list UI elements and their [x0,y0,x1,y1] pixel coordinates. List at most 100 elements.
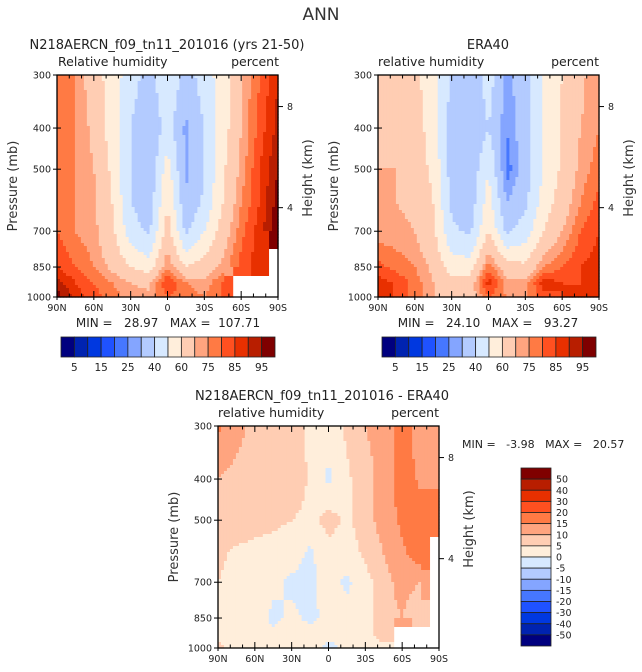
contour-cell [212,234,216,238]
contour-cell [251,186,255,190]
contour-cell [203,255,207,259]
contour-cell [200,195,204,199]
contour-cell [233,102,237,106]
contour-cell [212,252,216,256]
contour-cell [275,240,279,244]
contour-cell [248,102,252,106]
contour-cell [239,138,243,142]
contour-cell [116,207,121,211]
contour-cell [218,126,222,130]
contour-cell [161,234,166,238]
contour-cell [176,132,181,136]
contour-cell [197,153,201,157]
contour-cell [92,153,97,157]
contour-cell [275,264,279,268]
contour-cell [239,123,243,127]
contour-cell [200,255,204,259]
contour-cell [209,270,213,274]
contour-cell [167,156,172,160]
contour-cell [110,255,115,259]
contour-cell [143,201,148,205]
contour-cell [269,219,273,223]
contour-cell [149,216,154,220]
contour-cell [215,171,219,175]
contour-cell [236,129,240,133]
contour-cell [197,126,201,130]
contour-cell [140,165,145,169]
contour-cell [203,240,207,244]
contour-cell [134,150,139,154]
contour-cell [272,261,276,265]
contour-cell [140,261,145,265]
contour-cell [260,261,264,265]
contour-cell [131,141,136,145]
contour-cell [227,84,231,88]
contour-cell [230,204,234,208]
contour-cell [134,222,139,226]
contour-cell [248,270,252,274]
contour-cell [236,102,240,106]
contour-cell [131,87,136,91]
contour-cell [260,219,264,223]
contour-cell [212,144,216,148]
contour-cell [176,135,181,139]
contour-cell [245,192,249,196]
contour-cell [179,261,184,265]
contour-cell [266,153,270,157]
contour-cell [140,276,145,280]
contour-cell [119,99,124,103]
contour-cell [155,198,160,202]
contour-cell [104,198,109,202]
contour-cell [221,237,225,241]
contour-cell [113,234,118,238]
contour-cell [224,135,228,139]
contour-cell [110,114,115,118]
contour-cell [257,252,261,256]
contour-cell [179,255,184,259]
contour-cell [119,96,124,100]
contour-cell [275,168,279,172]
contour-cell [155,252,160,256]
contour-cell [254,87,258,91]
contour-cell [170,150,175,154]
contour-cell [149,135,154,139]
contour-cell [80,243,85,247]
contour-cell [236,243,240,247]
contour-cell [110,177,115,181]
contour-cell [242,168,246,172]
contour-cell [248,186,252,190]
contour-cell [251,123,255,127]
contour-cell [137,132,142,136]
contour-cell [71,90,76,94]
contour-cell [83,237,88,241]
contour-cell [140,231,145,235]
contour-cell [71,99,76,103]
contour-cell [239,87,243,91]
contour-cell [57,159,61,163]
contour-cell [230,102,234,106]
contour-cell [158,189,163,193]
contour-cell [248,231,252,235]
contour-cell [143,132,148,136]
contour-cell [65,231,70,235]
contour-cell [227,129,231,133]
contour-cell [221,141,225,145]
contour-cell [251,201,255,205]
contour-cell [149,174,154,178]
contour-cell [71,177,76,181]
contour-cell [185,231,190,235]
contour-cell [101,201,106,205]
contour-cell [167,168,172,172]
contour-cell [131,231,136,235]
contour-cell [254,177,258,181]
contour-cell [152,222,157,226]
contour-cell [152,102,157,106]
contour-cell [137,252,142,256]
contour-cell [185,168,190,172]
contour-cell [68,93,73,97]
contour-cell [158,186,163,190]
contour-cell [71,102,76,106]
contour-cell [74,237,79,241]
contour-cell [62,177,67,181]
contour-cell [170,192,175,196]
